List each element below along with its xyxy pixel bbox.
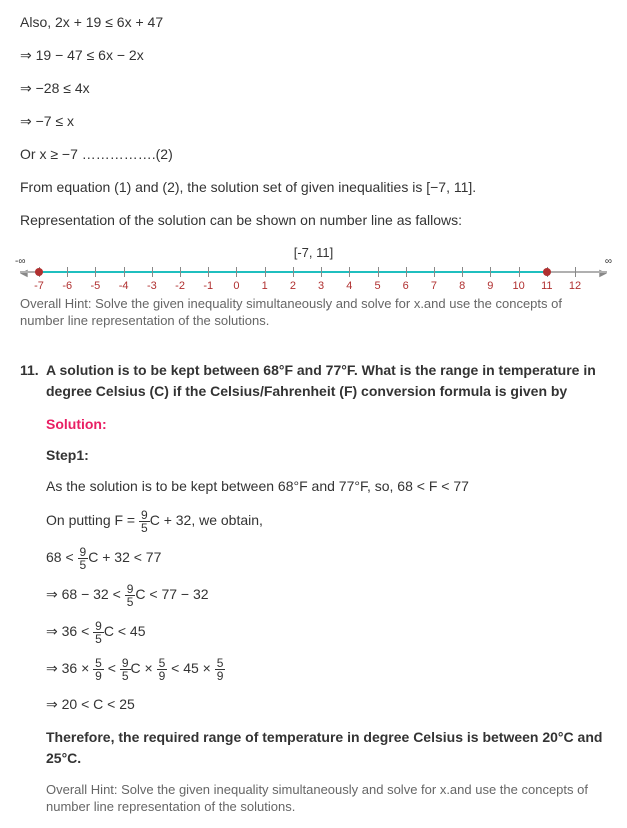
fraction-9-5: 95 (139, 509, 150, 534)
fraction-5-9: 59 (215, 657, 226, 682)
tick (349, 267, 350, 277)
step-line: ⇒ 36 × 59 < 95C × 59 < 45 × 59 (46, 657, 607, 682)
text-fragment: < (104, 660, 120, 676)
fraction-5-9: 59 (93, 657, 104, 682)
text-fragment: C + 32, we obtain, (150, 512, 263, 528)
arrow-right-icon: ▶ (599, 266, 607, 281)
interval-label: [-7, 11] (20, 243, 607, 263)
step-line: ⇒ 68 − 32 < 95C < 77 − 32 (46, 583, 607, 608)
text-fragment: C × (131, 660, 157, 676)
step-line: 68 < 95C + 32 < 77 (46, 546, 607, 571)
overall-hint: Overall Hint: Solve the given inequality… (46, 781, 607, 816)
tick (434, 267, 435, 277)
step-line: Also, 2x + 19 ≤ 6x + 47 (20, 12, 607, 33)
tick-label: 7 (431, 278, 437, 295)
question-11: 11. A solution is to be kept between 68°… (20, 360, 607, 816)
tick (236, 267, 237, 277)
tick (490, 267, 491, 277)
step-line: Or x ≥ −7 …………….(2) (20, 144, 607, 165)
overall-hint: Overall Hint: Solve the given inequality… (20, 295, 607, 330)
step-line: ⇒ 36 < 95C < 45 (46, 620, 607, 645)
conclusion-line: Therefore, the required range of tempera… (46, 727, 607, 769)
tick (293, 267, 294, 277)
tick-label: 11 (541, 278, 552, 295)
tick-label: -2 (175, 278, 185, 295)
fraction-5-9: 59 (157, 657, 168, 682)
tick (208, 267, 209, 277)
step-line: ⇒ 20 < C < 25 (46, 694, 607, 715)
tick-label: 12 (569, 278, 581, 295)
tick-label: 2 (290, 278, 296, 295)
tick-label: 6 (403, 278, 409, 295)
tick-label: -4 (119, 278, 129, 295)
tick-label: 4 (346, 278, 352, 295)
tick (124, 267, 125, 277)
tick (152, 267, 153, 277)
text-fragment: ⇒ 36 < (46, 623, 93, 639)
number-line: [-7, 11] -∞ ∞ ◀ ▶ -7-6-5-4-3-2-101234567… (20, 243, 607, 293)
tick-label: 3 (318, 278, 324, 295)
fraction-9-5: 95 (93, 620, 104, 645)
question-number: 11. (20, 360, 46, 816)
tick (406, 267, 407, 277)
tick (95, 267, 96, 277)
text-fragment: C + 32 < 77 (88, 549, 161, 565)
fraction-9-5: 95 (78, 546, 89, 571)
arrow-left-icon: ◀ (20, 266, 28, 281)
tick-label: 5 (374, 278, 380, 295)
tick-label: -3 (147, 278, 157, 295)
tick-label: 8 (459, 278, 465, 295)
question-text: A solution is to be kept between 68°F an… (46, 360, 607, 402)
text-fragment: C < 77 − 32 (135, 586, 208, 602)
tick-label: 1 (262, 278, 268, 295)
endpoint-dot (35, 268, 43, 276)
tick (378, 267, 379, 277)
step-label: Step1: (46, 445, 607, 466)
text-fragment: 68 < (46, 549, 78, 565)
tick-label: 10 (512, 278, 524, 295)
solution-label: Solution: (46, 414, 607, 435)
tick (575, 267, 576, 277)
tick (265, 267, 266, 277)
tick-label: -6 (62, 278, 72, 295)
step-line: ⇒ −28 ≤ 4x (20, 78, 607, 99)
text-fragment: < 45 × (167, 660, 214, 676)
tick (321, 267, 322, 277)
tick-label: -7 (34, 278, 44, 295)
text-fragment: ⇒ 36 × (46, 660, 93, 676)
text-fragment: ⇒ 68 − 32 < (46, 586, 125, 602)
step-line: On putting F = 95C + 32, we obtain, (46, 509, 607, 534)
tick (180, 267, 181, 277)
representation-line: Representation of the solution can be sh… (20, 210, 607, 231)
tick (519, 267, 520, 277)
tick-label: 0 (233, 278, 239, 295)
endpoint-dot (543, 268, 551, 276)
tick-label: 9 (487, 278, 493, 295)
tick (462, 267, 463, 277)
tick (67, 267, 68, 277)
tick-label: -1 (203, 278, 213, 295)
text-fragment: On putting F = (46, 512, 139, 528)
fraction-9-5: 95 (120, 657, 131, 682)
tick-label: -5 (91, 278, 101, 295)
step-line: As the solution is to be kept between 68… (46, 476, 607, 497)
step-line: ⇒ −7 ≤ x (20, 111, 607, 132)
text-fragment: C < 45 (104, 623, 146, 639)
step-line: ⇒ 19 − 47 ≤ 6x − 2x (20, 45, 607, 66)
conclusion-line: From equation (1) and (2), the solution … (20, 177, 607, 198)
fraction-9-5: 95 (125, 583, 136, 608)
